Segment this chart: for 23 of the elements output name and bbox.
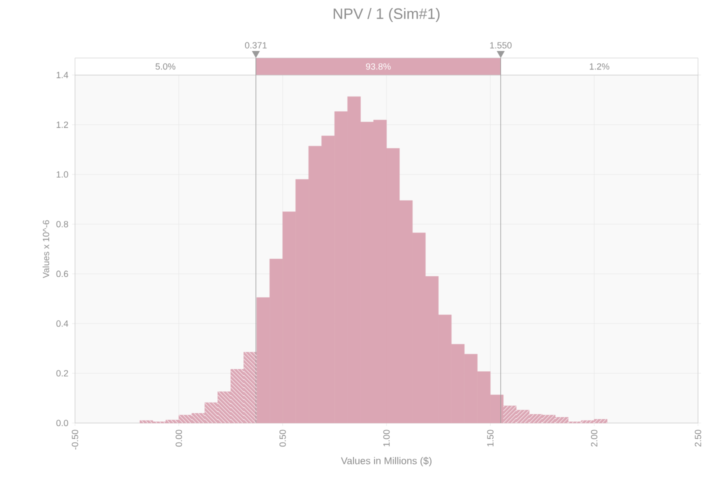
y-tick-label: 0.2	[56, 370, 68, 376]
text: 1.2%	[590, 63, 610, 70]
text: 5.0%	[156, 63, 176, 70]
ref-line-label: 0.371	[245, 42, 267, 48]
y-tick-label: 0.6	[56, 270, 68, 278]
y-tick-label: 0.4	[56, 320, 68, 327]
x-tick-label: 0.50	[279, 430, 286, 447]
y-tick-label: 1.0	[56, 171, 68, 178]
y-tick-label: 0.8	[56, 220, 68, 228]
x-tick-label: -0.50	[72, 430, 78, 450]
x-tick-label: 0.00	[176, 430, 182, 447]
y-tick-label: 1.2	[56, 122, 68, 128]
y-tick-label: 1.4	[56, 72, 68, 78]
x-tick-label: 1.50	[487, 430, 494, 446]
ref-line-label: 1.550	[490, 42, 512, 48]
x-tick-label: 2.50	[694, 430, 702, 447]
chart-title: NPV / 1 (Sim#1)	[334, 8, 440, 22]
x-axis-title: Values in Millions ($)	[340, 456, 432, 466]
x-tick-label: 2.00	[590, 430, 598, 447]
x-tick-label: 1.00	[383, 430, 390, 446]
y-tick-label: 0.0	[56, 420, 68, 426]
y-axis-title: Values x 10^-6	[42, 220, 50, 278]
text: 93.8%	[366, 63, 391, 70]
